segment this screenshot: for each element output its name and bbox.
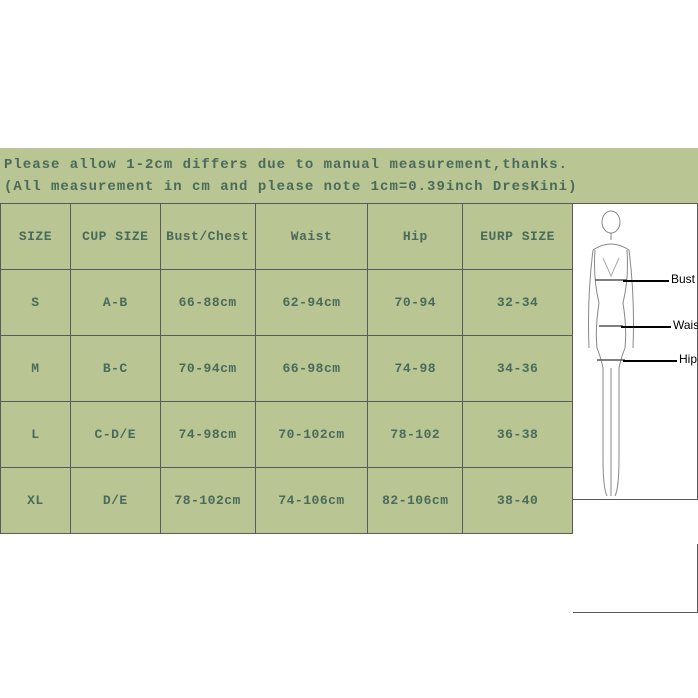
cell: 70-102cm (255, 401, 368, 467)
table-row: XL D/E 78-102cm 74-106cm 82-106cm 38-40 (1, 467, 573, 533)
cell: 38-40 (463, 467, 573, 533)
cell: A-B (70, 269, 160, 335)
table-row: L C-D/E 74-98cm 70-102cm 78-102 36-38 (1, 401, 573, 467)
size-table-wrap: SIZE CUP SIZE Bust/Chest Waist Hip EURP … (0, 203, 573, 534)
hip-label: Hip (679, 352, 697, 366)
note-line-2: (All measurement in cm and please note 1… (4, 176, 694, 198)
measurement-notes: Please allow 1-2cm differs due to manual… (0, 148, 698, 203)
header-waist: Waist (255, 203, 368, 269)
size-table: SIZE CUP SIZE Bust/Chest Waist Hip EURP … (0, 203, 573, 534)
cell: 82-106cm (368, 467, 463, 533)
table-row: S A-B 66-88cm 62-94cm 70-94 32-34 (1, 269, 573, 335)
cell: L (1, 401, 71, 467)
cell: 34-36 (463, 335, 573, 401)
cell: 74-98cm (160, 401, 255, 467)
cell: 78-102cm (160, 467, 255, 533)
waist-label: Waist (673, 318, 698, 332)
cell: D/E (70, 467, 160, 533)
hip-line (623, 360, 677, 362)
cell: 74-98 (368, 335, 463, 401)
bust-line (623, 280, 669, 282)
cell: S (1, 269, 71, 335)
cell: 70-94 (368, 269, 463, 335)
header-bust: Bust/Chest (160, 203, 255, 269)
bust-label: Bust (671, 272, 695, 286)
table-row: M B-C 70-94cm 66-98cm 74-98 34-36 (1, 335, 573, 401)
header-eurp: EURP SIZE (463, 203, 573, 269)
header-hip: Hip (368, 203, 463, 269)
table-header-row: SIZE CUP SIZE Bust/Chest Waist Hip EURP … (1, 203, 573, 269)
header-cup: CUP SIZE (70, 203, 160, 269)
body-figure-icon (581, 208, 641, 498)
cell: M (1, 335, 71, 401)
cell: 74-106cm (255, 467, 368, 533)
cell: 66-88cm (160, 269, 255, 335)
cell: C-D/E (70, 401, 160, 467)
waist-line (621, 326, 671, 328)
size-chart-container: Please allow 1-2cm differs due to manual… (0, 148, 698, 568)
cell: 70-94cm (160, 335, 255, 401)
body-diagram: Bust Waist Hip (573, 203, 698, 500)
extra-empty-cell (573, 544, 698, 613)
header-size: SIZE (1, 203, 71, 269)
cell: B-C (70, 335, 160, 401)
cell: 62-94cm (255, 269, 368, 335)
note-line-1: Please allow 1-2cm differs due to manual… (4, 154, 694, 176)
cell: 66-98cm (255, 335, 368, 401)
cell: XL (1, 467, 71, 533)
cell: 32-34 (463, 269, 573, 335)
cell: 36-38 (463, 401, 573, 467)
cell: 78-102 (368, 401, 463, 467)
content-row: SIZE CUP SIZE Bust/Chest Waist Hip EURP … (0, 203, 698, 534)
